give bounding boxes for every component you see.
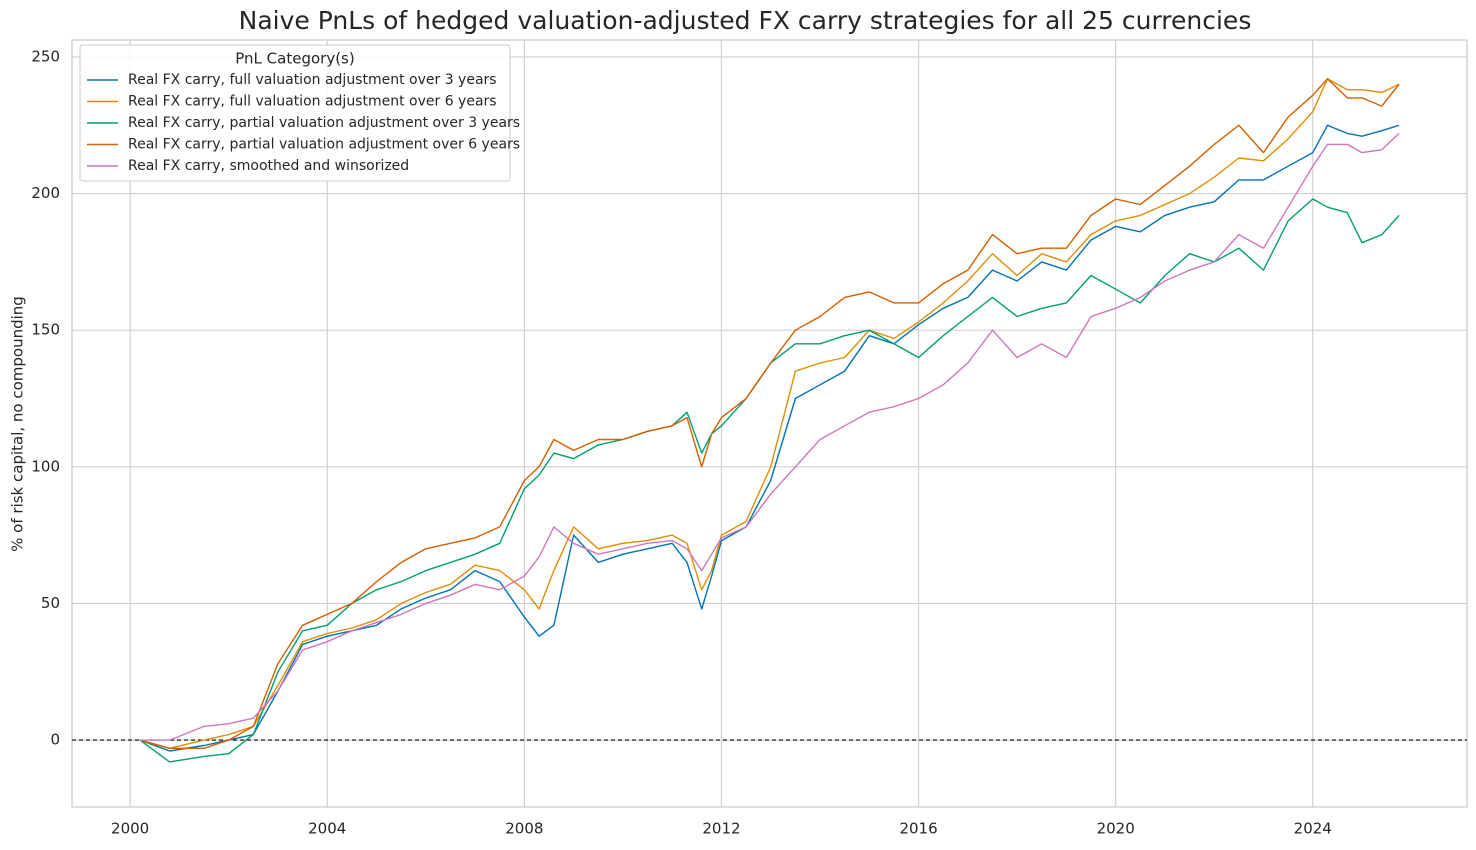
legend-label: Real FX carry, full valuation adjustment…	[128, 72, 497, 88]
y-axis-label: % of risk capital, no compounding	[9, 296, 27, 552]
plot-frame	[71, 39, 1468, 808]
series-line	[139, 198, 1400, 763]
legend-label: Real FX carry, smoothed and winsorized	[128, 158, 409, 174]
x-tick-label: 2012	[702, 820, 740, 838]
x-tick-label: 2008	[505, 820, 543, 838]
legend-label: Real FX carry, partial valuation adjustm…	[128, 137, 520, 153]
y-tick-label: 250	[31, 47, 60, 65]
y-tick-label: 50	[41, 594, 60, 612]
x-tick-label: 2020	[1097, 820, 1135, 838]
legend-label: Real FX carry, partial valuation adjustm…	[128, 115, 520, 131]
x-tick-label: 2016	[899, 820, 937, 838]
y-tick-label: 150	[31, 321, 60, 339]
y-tick-label: 100	[31, 457, 60, 475]
legend-box	[79, 44, 511, 182]
series-line	[139, 78, 1400, 749]
y-tick-label: 200	[31, 184, 60, 202]
series-line	[140, 132, 1400, 741]
chart-title: Naive PnLs of hedged valuation-adjusted …	[239, 6, 1252, 35]
x-tick-label: 2024	[1294, 820, 1332, 838]
legend-label: Real FX carry, full valuation adjustment…	[128, 94, 497, 110]
x-tick-label: 2000	[111, 820, 149, 838]
series-line	[139, 124, 1400, 752]
legend-title: PnL Category(s)	[235, 50, 354, 68]
x-tick-label: 2004	[308, 820, 346, 838]
series-line	[139, 78, 1400, 749]
y-tick-label: 0	[50, 731, 60, 749]
